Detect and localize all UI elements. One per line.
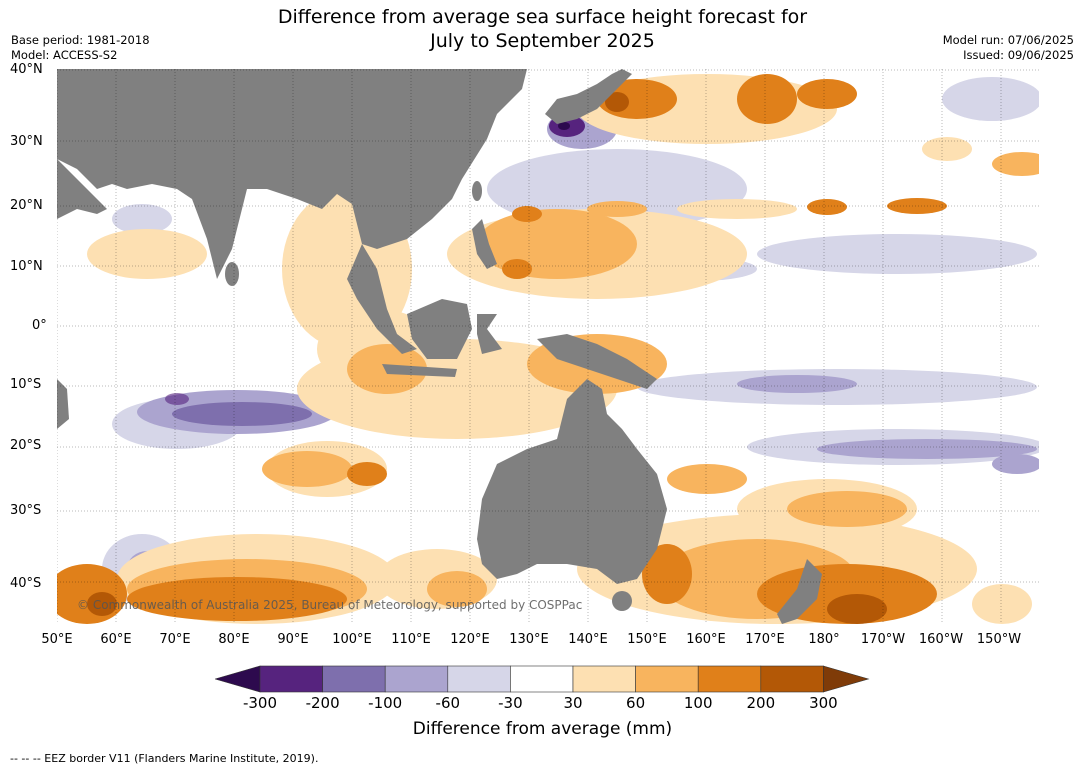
lon-label: 160°W bbox=[918, 632, 964, 647]
colorbar bbox=[215, 665, 870, 693]
map-title: Difference from average sea surface heig… bbox=[0, 5, 1085, 53]
colorbar-segment bbox=[697, 665, 762, 693]
colorbar-tick-label: -300 bbox=[242, 694, 278, 712]
colorbar-tick-label: 200 bbox=[746, 694, 776, 712]
japan bbox=[545, 69, 632, 124]
lat-label: 10°S bbox=[10, 377, 42, 392]
title-line-2: July to September 2025 bbox=[430, 30, 655, 52]
colorbar-tick-label: 60 bbox=[626, 694, 646, 712]
colorbar-segment bbox=[635, 665, 699, 693]
colorbar-segment bbox=[259, 665, 323, 693]
new-zealand bbox=[777, 559, 822, 624]
colorbar-segment bbox=[384, 665, 449, 693]
lon-label: 150°W bbox=[976, 632, 1022, 647]
tasmania bbox=[612, 591, 632, 611]
lon-label: 150°E bbox=[627, 632, 667, 647]
sea-surface-height-map bbox=[57, 69, 1039, 624]
lon-label: 170°W bbox=[860, 632, 906, 647]
lon-label: 90°E bbox=[277, 632, 309, 647]
lat-label: 30°S bbox=[10, 503, 42, 518]
asia-landmass bbox=[57, 69, 527, 279]
lon-label: 110°E bbox=[391, 632, 431, 647]
sulawesi bbox=[477, 314, 502, 354]
issued-label: Issued: 09/06/2025 bbox=[963, 48, 1074, 62]
colorbar-tick-label: 30 bbox=[563, 694, 583, 712]
colorbar-segment bbox=[447, 665, 511, 693]
graticule bbox=[57, 69, 1039, 624]
sri-lanka bbox=[225, 262, 239, 286]
colorbar-tick-label: -200 bbox=[305, 694, 340, 712]
lat-label: 10°N bbox=[10, 259, 43, 274]
arabia-landmass bbox=[57, 159, 107, 219]
colorbar-tick-label: 100 bbox=[683, 694, 713, 712]
lon-label: 100°E bbox=[332, 632, 372, 647]
model-run-label: Model run: 07/06/2025 bbox=[942, 33, 1074, 47]
sumatra bbox=[347, 244, 417, 354]
copyright-notice: © Commonwealth of Australia 2025, Bureau… bbox=[77, 598, 583, 612]
lon-label: 160°E bbox=[686, 632, 726, 647]
colorbar-tick-label: 300 bbox=[809, 694, 838, 712]
colorbar-label: Difference from average (mm) bbox=[412, 719, 673, 739]
colorbar-segment bbox=[510, 665, 574, 693]
lat-label: 0° bbox=[32, 318, 47, 333]
lon-label: 170°E bbox=[745, 632, 785, 647]
lon-label: 70°E bbox=[159, 632, 191, 647]
lon-label: 60°E bbox=[100, 632, 132, 647]
lon-label: 120°E bbox=[450, 632, 490, 647]
lat-label: 30°N bbox=[10, 134, 43, 149]
lat-label: 20°N bbox=[10, 198, 43, 213]
lon-label: 80°E bbox=[218, 632, 250, 647]
colorbar-extend-high bbox=[823, 665, 870, 693]
colorbar-segment bbox=[572, 665, 636, 693]
colorbar-tick-label: -100 bbox=[368, 694, 403, 712]
lon-label: 50°E bbox=[41, 632, 73, 647]
java bbox=[382, 364, 457, 377]
lat-label: 40°S bbox=[10, 576, 42, 591]
meta-right: Model run: 07/06/2025 Issued: 09/06/2025 bbox=[943, 33, 1074, 63]
borneo bbox=[407, 299, 472, 359]
colorbar-segment bbox=[760, 665, 824, 693]
taiwan bbox=[472, 181, 482, 201]
lon-label: 140°E bbox=[568, 632, 608, 647]
colorbar-extend-low bbox=[215, 665, 261, 693]
model-label: Model: ACCESS-S2 bbox=[11, 48, 118, 62]
lon-label: 180° bbox=[808, 632, 840, 647]
lon-label: 130°E bbox=[509, 632, 549, 647]
colorbar-tick-label: -30 bbox=[498, 694, 523, 712]
australia bbox=[477, 379, 667, 584]
meta-left: Base period: 1981-2018 Model: ACCESS-S2 bbox=[11, 33, 150, 63]
madagascar-edge bbox=[57, 379, 69, 429]
new-guinea bbox=[537, 334, 657, 389]
lat-label: 20°S bbox=[10, 438, 42, 453]
colorbar-tick-label: -60 bbox=[435, 694, 461, 712]
base-period-label: Base period: 1981-2018 bbox=[11, 33, 150, 47]
title-line-1: Difference from average sea surface heig… bbox=[277, 6, 808, 28]
colorbar-segment bbox=[322, 665, 386, 693]
lat-label: 40°N bbox=[10, 62, 43, 77]
land-layer bbox=[57, 69, 822, 624]
eez-footnote: -- -- -- EEZ border V11 (Flanders Marine… bbox=[10, 752, 319, 765]
philippines bbox=[472, 219, 497, 269]
